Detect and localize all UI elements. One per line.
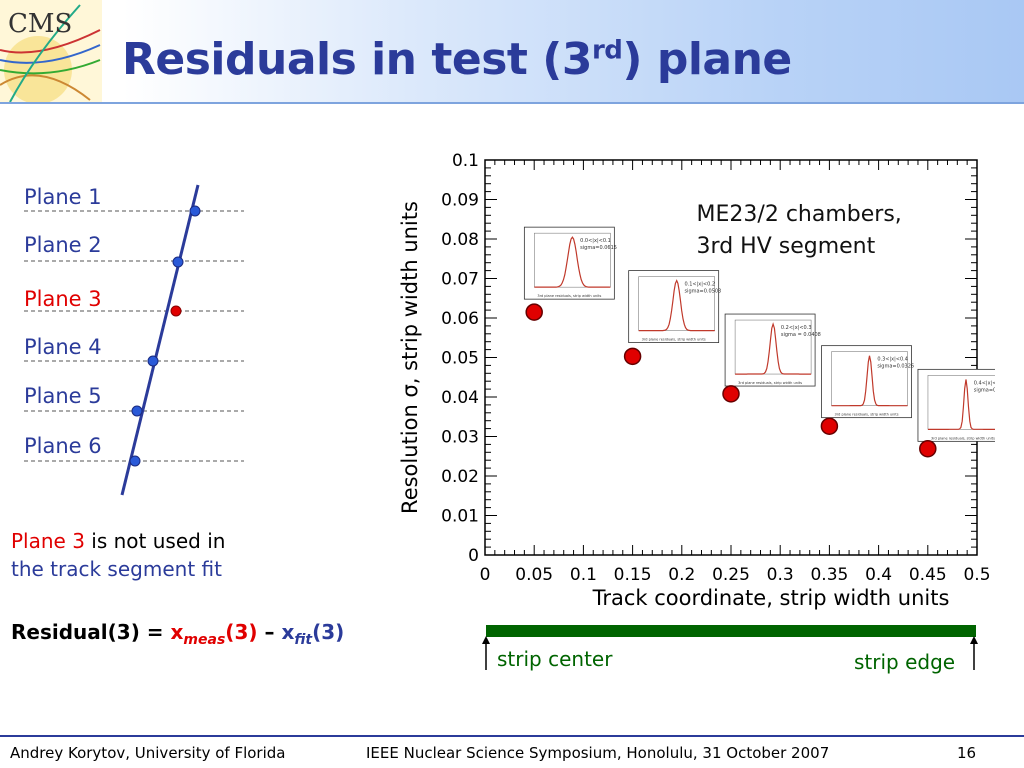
inset-histogram — [735, 322, 812, 375]
y-tick-label: 0 — [468, 546, 479, 566]
data-point — [820, 417, 839, 435]
y-tick-label: 0.05 — [441, 349, 479, 369]
plane-6-label: Plane 6 — [24, 434, 102, 458]
x-tick-label: 0.25 — [712, 565, 750, 585]
inset-range-label: 0.1<|x|<0.2 — [684, 282, 715, 288]
x-tick-label: 0.3 — [767, 565, 794, 585]
plane-2-label: Plane 2 — [24, 233, 102, 257]
y-tick-label: 0.08 — [441, 230, 479, 250]
x-tick-label: 0.1 — [570, 565, 597, 585]
y-tick-label: 0.01 — [441, 507, 479, 527]
inset-sigma-label: sigma=0.0503 — [684, 289, 721, 295]
inset-range-label: 0.3<|x|<0.4 — [877, 357, 908, 363]
inset-histogram — [534, 236, 611, 288]
annotation-line-2: 3rd HV segment — [697, 234, 876, 259]
x-tick-label: 0.35 — [810, 565, 848, 585]
x-tick-label: 0.4 — [865, 565, 892, 585]
inset-x-label: 3rd plane residuals, strip width units — [738, 381, 802, 385]
y-tick-label: 0.06 — [441, 309, 479, 329]
x-axis-label: Track coordinate, strip width units — [592, 586, 950, 610]
resolution-chart: 0 0.05 0.1 0.15 0.2 0.25 0.3 0.35 0.4 0.45 0.5 0 0.0… — [398, 151, 995, 610]
plane-note: Plane 3 is not used in the track segment… — [11, 529, 226, 581]
y-tick-label: 0.03 — [441, 428, 479, 448]
data-point — [525, 303, 543, 321]
inset-axes — [927, 375, 995, 430]
x-tick-label: 0.2 — [668, 565, 695, 585]
x-tick-label: 0 — [480, 565, 491, 585]
y-axis-label: Resolution σ, strip width units — [398, 201, 422, 514]
inset-x-label: 3rd plane residuals, strip width units — [642, 338, 706, 342]
y-tick-label: 0.09 — [441, 191, 479, 211]
data-point — [722, 385, 740, 403]
inset-axes — [638, 276, 715, 331]
page-title: Residuals in test (3rd) plane — [122, 34, 792, 85]
inset-x-label: 3rd plane residuals, strip width units — [835, 413, 899, 417]
svg-text:CMS: CMS — [8, 9, 72, 39]
track-line — [120, 184, 200, 496]
inset-sigma-label: sigma=0.0326 — [877, 364, 914, 370]
x-tick-label: 0.15 — [614, 565, 652, 585]
plane-5-label: Plane 5 — [24, 384, 102, 408]
inset-range-label: 0.2<|x|<0.3 — [781, 325, 812, 331]
inset-histogram — [638, 279, 715, 332]
header-rule — [0, 102, 1024, 104]
inset-sigma-label: sigma=0.0615 — [580, 245, 617, 251]
plane-4-label: Plane 4 — [24, 335, 102, 359]
footer-rule — [0, 735, 1024, 737]
y-tick-label: 0.04 — [441, 388, 479, 408]
inset-axes — [734, 319, 812, 375]
residual-inset: 0.4<|x|<0.5sigma=0.0269 3rd plane residua… — [917, 368, 995, 442]
inset-range-label: 0.0<|x|<0.1 — [580, 238, 611, 244]
x-tick-label: 0.45 — [909, 565, 947, 585]
footer-author: Andrey Korytov, University of Florida — [10, 744, 286, 762]
cms-logo: CMS — [0, 0, 102, 102]
header-band — [0, 0, 1024, 103]
data-point — [623, 347, 642, 366]
inset-sigma-label: sigma = 0.0408 — [781, 332, 821, 338]
strip-arrows — [482, 636, 978, 670]
inset-histogram — [831, 355, 908, 407]
plane-3-label: Plane 3 — [24, 287, 102, 311]
strip-center-label: strip center — [497, 647, 613, 671]
inset-axes — [534, 232, 611, 288]
inset-axes — [831, 351, 908, 406]
inset-range-label: 0.4<|x|<0.5 — [974, 380, 995, 386]
y-tick-label: 0.1 — [452, 151, 479, 171]
data-point — [919, 439, 937, 458]
strip-bar — [486, 625, 976, 637]
plane-1-label: Plane 1 — [24, 185, 102, 209]
y-tick-label: 0.02 — [441, 467, 479, 487]
page-number: 16 — [957, 744, 977, 762]
x-tick-label: 0.5 — [963, 565, 990, 585]
annotation-line-1: ME23/2 chambers, — [697, 202, 902, 227]
footer-conference: IEEE Nuclear Science Symposium, Honolulu… — [366, 744, 830, 762]
x-tick-label: 0.05 — [515, 565, 553, 585]
inset-histogram — [928, 379, 995, 430]
inset-x-label: 3rd plane residuals, strip width units — [931, 436, 995, 440]
y-tick-label: 0.07 — [441, 270, 479, 290]
inset-x-label: 3rd plane residuals, strip width units — [537, 294, 601, 298]
inset-sigma-label: sigma=0.0269 — [974, 387, 995, 393]
strip-edge-label: strip edge — [854, 650, 956, 674]
residual-formula: Residual(3) = xmeas(3) – xfit(3) — [11, 620, 345, 648]
plane-diagram — [24, 184, 244, 496]
